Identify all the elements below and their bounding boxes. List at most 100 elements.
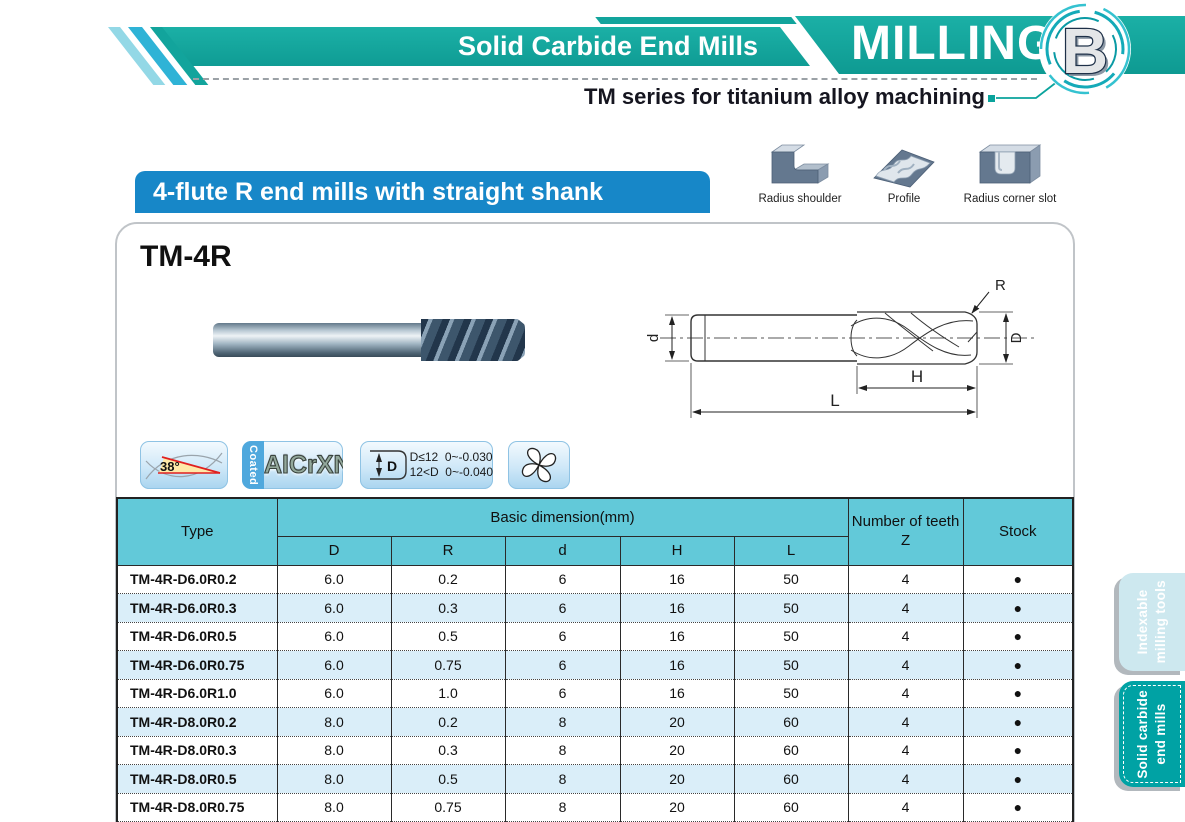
dim-D-cell: 6.0 [276, 650, 392, 680]
dim-H-cell: 20 [619, 764, 735, 794]
helix-angle-drawing: 38° [145, 452, 223, 480]
side-tab-indexable-milling-tools: Indexable milling tools [1119, 573, 1185, 671]
dim-D-cell: 8.0 [276, 736, 392, 765]
series-subtitle: TM series for titanium alloy machining [584, 84, 985, 109]
tolerance-symbol: D [387, 458, 397, 474]
dim-R-cell: 0.2 [390, 565, 506, 594]
table-row: TM-4R-D8.0R0.75 8.0 0.75 8 20 60 4 ● [116, 793, 1074, 822]
radius-shoulder-icon [770, 144, 830, 184]
endmill-shank [213, 323, 425, 357]
application-icon-label: Radius corner slot [963, 193, 1057, 205]
dim-D-cell: 6.0 [276, 622, 392, 651]
teeth-header-label: Number of teeth [851, 513, 960, 530]
table-row: TM-4R-D8.0R0.3 8.0 0.3 8 20 60 4 ● [116, 736, 1074, 765]
application-icon-label: Profile [887, 193, 921, 205]
stock-dot: ● [962, 593, 1074, 623]
dim-R-cell: 1.0 [390, 679, 506, 708]
dim-L-cell: 50 [733, 622, 849, 651]
col-header-type: Type [116, 497, 278, 566]
col-header-stock: Stock [962, 497, 1074, 566]
teeth-cell: 4 [847, 679, 964, 708]
table-row: TM-4R-D6.0R0.5 6.0 0.5 6 16 50 4 ● [116, 622, 1074, 651]
dim-R-cell: 0.5 [390, 622, 506, 651]
helix-angle-value: 38° [160, 459, 180, 474]
teeth-cell: 4 [847, 622, 964, 651]
stock-dot: ● [962, 622, 1074, 651]
flute-section-drawing [521, 447, 557, 483]
dim-L-cell: 50 [733, 565, 849, 594]
endmill-flutes [421, 319, 525, 361]
teeth-cell: 4 [847, 736, 964, 765]
endmill-photo [213, 319, 525, 361]
table-row: TM-4R-D6.0R0.2 6.0 0.2 6 16 50 4 ● [116, 565, 1074, 594]
dim-L-cell: 50 [733, 593, 849, 623]
stock-dot: ● [962, 764, 1074, 794]
dim-label-R: R [995, 277, 1006, 294]
table-row: TM-4R-D6.0R0.3 6.0 0.3 6 16 50 4 ● [116, 593, 1074, 623]
teeth-cell: 4 [847, 707, 964, 737]
stock-dot: ● [962, 793, 1074, 822]
dim-H-cell: 20 [619, 707, 735, 737]
tolerance-icon: D D≤12 0~-0.030 12<D 0~-0.040 [360, 441, 493, 489]
type-cell: TM-4R-D8.0R0.3 [116, 736, 278, 765]
dim-R-cell: 0.75 [390, 650, 506, 680]
dim-L-cell: 60 [733, 764, 849, 794]
type-cell: TM-4R-D8.0R0.75 [116, 793, 278, 822]
dim-R-cell: 0.75 [390, 793, 506, 822]
dim-d-cell: 8 [504, 707, 621, 737]
type-cell: TM-4R-D6.0R1.0 [116, 679, 278, 708]
dimension-drawing: d D R H L [645, 277, 1037, 418]
col-header-H: H [619, 535, 735, 566]
coated-label: Coated [242, 441, 264, 489]
teeth-header-z: Z [900, 531, 911, 549]
stock-dot: ● [962, 736, 1074, 765]
subtitle-connector-line [988, 77, 1063, 102]
page-title-banner: 4-flute R end mills with straight shank [135, 171, 710, 213]
stock-dot: ● [962, 679, 1074, 708]
col-header-L: L [733, 535, 849, 566]
profile-icon [873, 149, 935, 188]
dim-H-cell: 16 [619, 679, 735, 708]
teeth-cell: 4 [847, 764, 964, 794]
col-header-basic-dimension: Basic dimension(mm) [276, 497, 849, 537]
coating-name: AlCrXN [263, 450, 343, 479]
application-icon-radius-corner-slot: Radius corner slot [954, 140, 1066, 212]
teeth-cell: 4 [847, 565, 964, 594]
dim-d-cell: 8 [504, 736, 621, 765]
helix-angle-icon: 38° [140, 441, 228, 489]
col-header-d: d [504, 535, 621, 566]
type-cell: TM-4R-D8.0R0.5 [116, 764, 278, 794]
dim-d-cell: 8 [504, 793, 621, 822]
dim-L-cell: 50 [733, 679, 849, 708]
dim-H-cell: 20 [619, 793, 735, 822]
dim-H-cell: 16 [619, 565, 735, 594]
dim-D-cell: 8.0 [276, 793, 392, 822]
tolerance-glyph: D [370, 450, 407, 480]
dim-D-cell: 6.0 [276, 679, 392, 708]
col-header-teeth: Number of teeth Z [847, 497, 964, 566]
tolerance-text: D≤12 0~-0.030 12<D 0~-0.040 [409, 450, 493, 479]
coating-icon: Coated AlCrXN [242, 441, 343, 489]
type-cell: TM-4R-D6.0R0.5 [116, 622, 278, 651]
dim-R-cell: 0.3 [390, 736, 506, 765]
dim-R-cell: 0.3 [390, 593, 506, 623]
dim-R-cell: 0.2 [390, 707, 506, 737]
dim-D-cell: 8.0 [276, 764, 392, 794]
stock-dot: ● [962, 565, 1074, 594]
stock-dot: ● [962, 707, 1074, 737]
dim-L-cell: 60 [733, 736, 849, 765]
dim-R-cell: 0.5 [390, 764, 506, 794]
side-tab-label: Solid carbide end mills [1134, 689, 1168, 779]
dim-label-L: L [830, 391, 839, 410]
table-row: TM-4R-D8.0R0.2 8.0 0.2 8 20 60 4 ● [116, 707, 1074, 737]
dim-d-cell: 6 [504, 593, 621, 623]
type-cell: TM-4R-D6.0R0.75 [116, 650, 278, 680]
dim-label-D: D [1008, 332, 1025, 343]
type-cell: TM-4R-D6.0R0.2 [116, 565, 278, 594]
header-accent-strip [595, 17, 797, 24]
dim-D-cell: 6.0 [276, 593, 392, 623]
table-row: TM-4R-D6.0R0.75 6.0 0.75 6 16 50 4 ● [116, 650, 1074, 680]
dim-D-cell: 6.0 [276, 565, 392, 594]
application-icon-label: Radius shoulder [758, 193, 842, 205]
